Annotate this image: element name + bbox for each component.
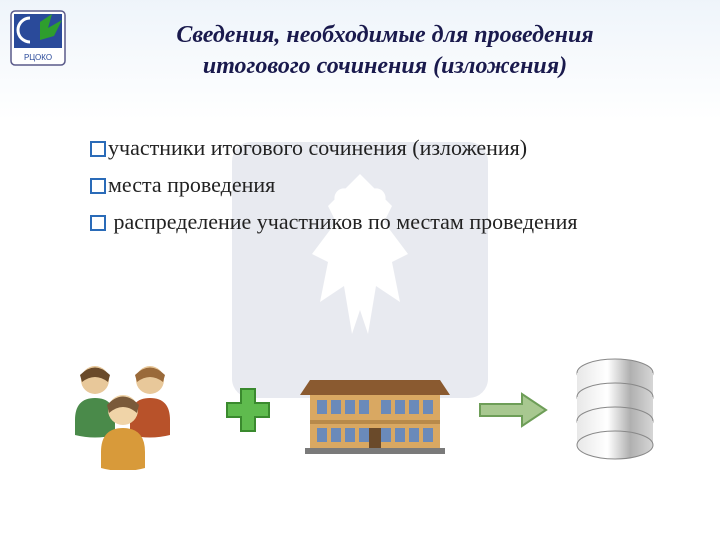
bullet-item: распределение участников по местам прове…: [90, 204, 670, 239]
plus-icon: [223, 385, 273, 435]
bullet-item: места проведения: [90, 167, 670, 202]
bullet-list: участники итогового сочинения (изложения…: [90, 130, 670, 242]
bullet-text: распределение участников по местам прове…: [114, 209, 578, 234]
bullet-text: места проведения: [108, 172, 275, 197]
logo-rcoko: РЦОКО: [10, 10, 66, 66]
title-line-2: итогового сочинения (изложения): [203, 53, 567, 79]
svg-text:РЦОКО: РЦОКО: [24, 53, 52, 62]
infographic-row: [60, 350, 660, 470]
slide-title: Сведения, необходимые для проведения ито…: [80, 20, 690, 82]
checkbox-icon: [90, 215, 106, 231]
title-line-1: Сведения, необходимые для проведения: [176, 22, 593, 48]
checkbox-icon: [90, 178, 106, 194]
database-icon: [570, 355, 660, 465]
checkbox-icon: [90, 141, 106, 157]
bullet-text: участники итогового сочинения (изложения…: [108, 135, 527, 160]
building-icon: [295, 360, 455, 460]
bullet-item: участники итогового сочинения (изложения…: [90, 130, 670, 165]
people-icon: [60, 350, 200, 470]
arrow-icon: [478, 392, 548, 428]
